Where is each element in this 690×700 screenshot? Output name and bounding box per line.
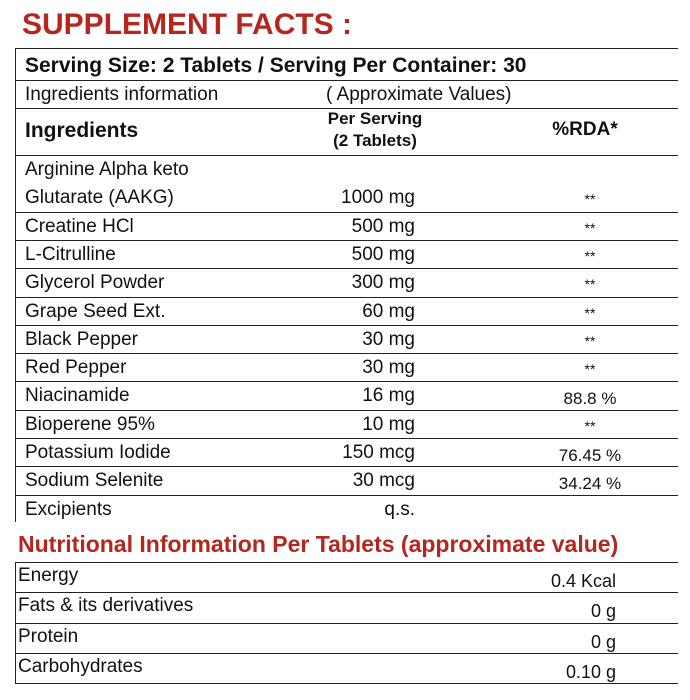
border [15,48,16,522]
rda: ** [584,219,596,236]
nutrient-value: 0.4 Kcal [550,571,616,591]
nutrient-name: Energy [18,565,79,586]
rule [15,268,678,270]
amount: 500 mg [351,243,415,265]
rule [15,353,678,355]
rule [15,155,678,156]
serving-size: Serving Size: 2 Tablets / Serving Per Co… [25,54,527,77]
info-note: ( Approximate Values) [326,84,512,105]
rule [15,409,678,411]
rule [15,466,678,468]
rule [15,239,678,241]
ingredient-name: Glycerol Powder [25,272,165,294]
ingredient-name: Creatine HCl [25,215,134,237]
ingredient-name: L-Citrulline [25,243,116,265]
rule [15,592,678,594]
rule [15,562,678,563]
rda: 34.24 % [558,474,622,494]
amount: 300 mg [351,272,415,294]
amount: q.s. [384,498,415,520]
ingredient-name: Glutarate (AAKG) [25,187,174,208]
header-ingredients: Ingredients [25,119,139,142]
border [15,562,16,683]
rule [15,622,678,624]
ingredient-name: Sodium Selenite [25,470,164,492]
amount: 30 mcg [352,470,415,492]
rule [15,683,678,685]
header-rda: %RDA* [552,119,618,140]
ingredient-name: Grape Seed Ext. [25,300,166,322]
rda: ** [584,191,596,207]
nutrient-name: Fats & its derivatives [18,595,194,617]
rule [15,652,678,654]
amount: 10 mg [362,413,415,435]
ingredient-name: Red Pepper [25,357,127,379]
amount: 500 mg [351,215,415,237]
rda: ** [584,247,596,264]
amount: 30 mg [362,357,415,379]
rule [15,494,678,496]
nutrition-title: Nutritional Information Per Tablets (app… [18,531,619,557]
amount: 1000 mg [341,187,415,208]
rda: ** [584,417,596,434]
ingredient-name: Bioperene 95% [25,413,155,435]
nutrient-name: Carbohydrates [18,655,143,677]
rule [15,438,678,439]
amount: 16 mg [362,385,415,407]
rule [15,48,678,49]
header-per-serving: Per Serving [327,109,423,128]
ingredient-name: Excipients [25,498,112,520]
rule [15,296,678,298]
amount: 30 mg [362,328,415,350]
nutrient-value: 0 g [590,601,616,622]
nutrient-value: 0 g [590,631,616,652]
title: SUPPLEMENT FACTS : [22,8,353,41]
rda: ** [584,361,596,378]
rda: ** [584,276,596,293]
rda: ** [584,304,596,321]
rda: 88.8 % [563,389,617,409]
amount: 60 mg [362,300,415,322]
ingredient-name: Potassium Iodide [25,442,171,463]
ingredient-name: Arginine Alpha keto [25,159,189,180]
rule [15,80,678,81]
header-per-serving: (2 Tablets) [333,131,417,150]
ingredient-name: Black Pepper [25,328,139,350]
rule [15,381,678,383]
rule [15,211,678,213]
rule [15,108,678,109]
rule [15,324,678,326]
nutrient-value: 0.10 g [565,661,616,682]
info-label: Ingredients information [25,84,219,105]
ingredient-name: Niacinamide [25,385,130,407]
nutrient-name: Protein [18,625,79,647]
rda: 76.45 % [558,446,622,465]
rda: ** [584,332,596,349]
amount: 150 mcg [342,442,415,463]
